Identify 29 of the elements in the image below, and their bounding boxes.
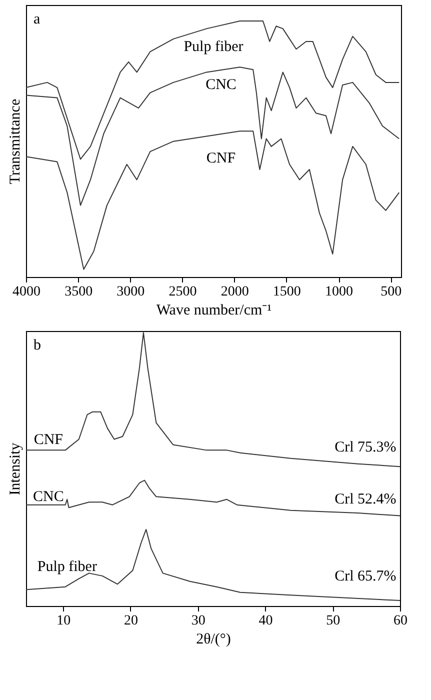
x-axis-title: 2θ/(°) [196, 632, 231, 648]
x-axis-title: Wave number/cm⁻¹ [156, 302, 272, 318]
series-label: CNC [33, 489, 64, 505]
y-axis-title: Transmittance [8, 98, 24, 184]
series-label: CNF [206, 150, 236, 166]
annotation: Crl 75.3% [334, 439, 396, 456]
x-tick-label: 1000 [325, 284, 353, 300]
series-label: CNF [34, 432, 64, 448]
x-tick-label: 50 [326, 614, 340, 628]
annotation: Crl 65.7% [334, 568, 396, 584]
x-tick-label: 30 [191, 614, 206, 628]
x-tick-label: 1500 [272, 284, 301, 300]
x-tick-label: 2000 [220, 284, 249, 300]
x-tick-label: 60 [394, 614, 408, 628]
x-tick-label: 3500 [64, 284, 93, 300]
x-tick-label: 20 [124, 614, 138, 628]
series-label: Pulp fiber [184, 38, 244, 55]
annotation: Crl 52.4% [334, 492, 396, 508]
x-tick-label: 10 [56, 614, 71, 628]
annotation: a [34, 11, 40, 28]
x-tick-label: 2500 [168, 284, 197, 300]
x-tick-label: 3000 [116, 284, 145, 300]
x-tick-label: 40 [258, 614, 273, 628]
series-label: CNC [206, 76, 236, 93]
series-label: Pulp fiber [37, 559, 97, 576]
annotation: b [33, 338, 41, 354]
x-tick-label: 4000 [12, 284, 40, 300]
y-axis-title: Intensity [8, 442, 24, 496]
x-tick-label: 500 [380, 284, 402, 300]
